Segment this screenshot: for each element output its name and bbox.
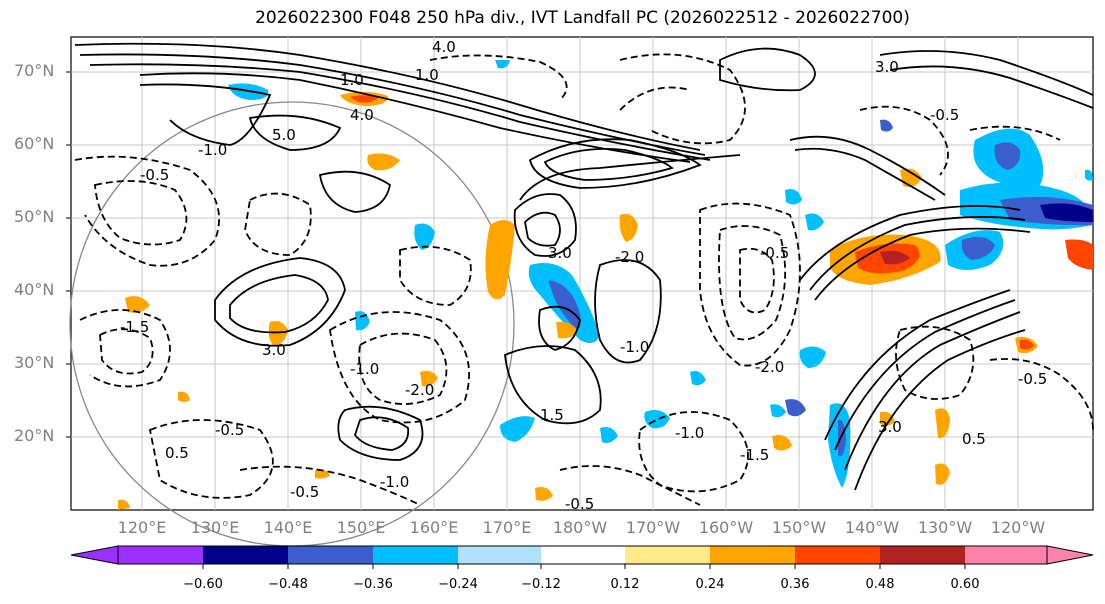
colorbar-tick-label: 0.36	[780, 577, 810, 592]
contour-label: -1.0	[380, 473, 409, 491]
contour-label: 1.0	[415, 66, 439, 84]
lat-label-20n: 20°N	[14, 426, 55, 445]
colorbar-bin	[118, 546, 203, 564]
contour-labels: 4.0 1.0 3.0 4.0 5.0 1.0 3.0 3.0 0.5 1.5 …	[120, 38, 1047, 513]
contour-label: -1.0	[198, 141, 227, 159]
lon-label-150e: 150°E	[336, 518, 386, 537]
colorbar-bin	[458, 546, 541, 564]
lat-label-30n: 30°N	[14, 353, 55, 372]
lon-label-170e: 170°E	[482, 518, 532, 537]
contour-label: 1.0	[340, 71, 364, 89]
colorbar-bin	[625, 546, 710, 564]
axis-ticks	[66, 71, 71, 438]
contour-label: -2.0	[755, 358, 784, 376]
contour-label: 3.0	[875, 58, 899, 76]
contour-label: -0.5	[140, 166, 169, 184]
contour-label: 0.5	[962, 430, 986, 448]
divergence-shading	[118, 60, 1093, 510]
contour-label: -1.0	[350, 360, 379, 378]
contour-label: -0.5	[215, 421, 244, 439]
lat-label-50n: 50°N	[14, 207, 55, 226]
lon-label-150w: 150°W	[771, 518, 827, 537]
colorbar-bin	[203, 546, 288, 564]
colorbar-lower-extension	[70, 545, 119, 565]
contour-label: -0.5	[565, 495, 594, 513]
colorbar-tick-label: −0.48	[268, 577, 308, 592]
contour-label: -1.5	[120, 318, 149, 336]
map-frame	[70, 36, 1094, 511]
lat-label-60n: 60°N	[14, 134, 55, 153]
contour-label: -1.0	[675, 424, 704, 442]
contour-label: -0.5	[930, 106, 959, 124]
contour-label: -2.0	[405, 381, 434, 399]
contour-label: -2.0	[615, 248, 644, 266]
contour-label: 5.0	[272, 126, 296, 144]
colorbar-upper-extension	[1046, 545, 1094, 565]
colorbar-bin	[288, 546, 373, 564]
contour-label: 3.0	[548, 244, 572, 262]
contour-label: -1.0	[620, 338, 649, 356]
lon-label-130w: 130°W	[917, 518, 973, 537]
negative-contours	[74, 53, 1094, 506]
colorbar-bin	[541, 546, 625, 564]
contour-label: -0.5	[290, 483, 319, 501]
lon-label-180w: 180°W	[552, 518, 608, 537]
map-title: 2026022300 F048 250 hPa div., IVT Landfa…	[255, 8, 910, 28]
colorbar-bin	[880, 546, 965, 564]
contour-label: 4.0	[432, 38, 456, 56]
colorbar	[70, 545, 1094, 569]
contour-label: 4.0	[350, 106, 374, 124]
colorbar-tick-label: −0.12	[521, 577, 561, 592]
colorbar-tick-label: 0.12	[610, 577, 640, 592]
contour-label: -0.5	[760, 244, 789, 262]
lon-label-130e: 130°E	[190, 518, 240, 537]
lon-label-120w: 120°W	[990, 518, 1046, 537]
colorbar-tick-label: −0.24	[438, 577, 478, 592]
colorbar-bin	[710, 546, 795, 564]
contour-label: 1.5	[540, 406, 564, 424]
contour-label: 0.5	[165, 444, 189, 462]
contour-label: 3.0	[262, 341, 286, 359]
lon-label-140e: 140°E	[263, 518, 313, 537]
lon-label-170w: 170°W	[625, 518, 681, 537]
lon-label-120e: 120°E	[117, 518, 167, 537]
colorbar-outline	[117, 545, 1048, 565]
colorbar-tick-label: 0.60	[950, 577, 980, 592]
contour-label: 3.0	[878, 418, 902, 436]
lat-label-70n: 70°N	[14, 61, 55, 80]
colorbar-bin	[795, 546, 880, 564]
colorbar-bin	[965, 546, 1047, 564]
colorbar-bin	[373, 546, 458, 564]
contour-label: -1.5	[740, 446, 769, 464]
colorbar-tick-label: 0.24	[695, 577, 725, 592]
colorbar-tick-label: −0.60	[183, 577, 223, 592]
lon-label-160w: 160°W	[698, 518, 754, 537]
lat-label-40n: 40°N	[14, 280, 55, 299]
contour-label: -0.5	[1018, 370, 1047, 388]
positive-contours	[74, 42, 1094, 491]
colorbar-tick-label: 0.48	[865, 577, 895, 592]
lon-label-140w: 140°W	[844, 518, 900, 537]
lon-label-160e: 160°E	[409, 518, 459, 537]
colorbar-tick-label: −0.36	[353, 577, 393, 592]
